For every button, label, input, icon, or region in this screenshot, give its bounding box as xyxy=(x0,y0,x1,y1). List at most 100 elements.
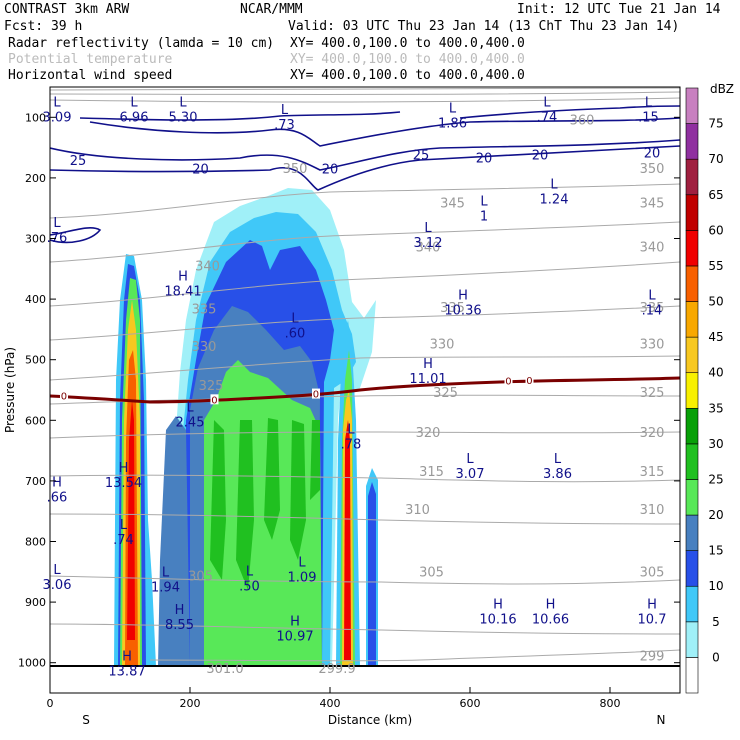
extremum-value: 3.06 xyxy=(43,578,72,593)
extremum-value: .73 xyxy=(274,118,295,133)
colorbar-swatch xyxy=(685,336,699,374)
refl-tower-east-55dbz xyxy=(344,420,351,660)
colorbar-level-label: 70 xyxy=(708,152,723,166)
theta-contour-label: 340 xyxy=(195,259,220,274)
refl-region-35dbz-b xyxy=(236,420,254,590)
extremum-marker: L xyxy=(480,194,488,209)
plot-frame xyxy=(49,86,681,694)
extremum-value: .60 xyxy=(285,326,306,341)
wind-contour-label: 20 xyxy=(476,152,493,167)
theta-contour-label: 325 xyxy=(640,386,665,401)
theta-contour-360 xyxy=(50,97,680,103)
theta-contour-label: 345 xyxy=(640,196,665,211)
theta-contour-350 xyxy=(50,183,680,219)
header-init: Init: 12 UTC Tue 21 Jan 14 xyxy=(517,2,721,17)
wind-speed-contours xyxy=(50,105,680,244)
theta-contour-label: 305 xyxy=(419,565,444,580)
x-axis-right-label: N xyxy=(657,713,666,727)
wind-contour-25 xyxy=(50,139,680,171)
y-tick-label: 600 xyxy=(25,414,46,427)
extremum-value: 1.94 xyxy=(151,580,180,595)
colorbar-swatch xyxy=(685,479,699,516)
colorbar-swatch xyxy=(685,372,699,409)
extremum-marker: L xyxy=(543,96,551,111)
colorbar-level-label: 25 xyxy=(708,472,723,486)
theta-contour-label: 345 xyxy=(440,196,465,211)
y-axis-label: Pressure (hPa) xyxy=(3,347,17,433)
wind-contour-20 xyxy=(50,145,680,191)
wind-contour-west-cutoff xyxy=(50,227,102,244)
colorbar: 0 5 10 15 20 25 30 35 40 45 50 55 60 65 70 75 xyxy=(685,87,724,694)
header-model: CONTRAST 3km ARW xyxy=(4,2,129,17)
theta-contour-label: 301.0 xyxy=(206,662,243,677)
extremum-value: 10.66 xyxy=(532,612,569,627)
theta-contour-301 xyxy=(50,623,680,635)
zero-isotherm-label-bg xyxy=(59,390,68,401)
extremum-value: 3.86 xyxy=(543,467,572,482)
y-tick-label: 500 xyxy=(25,354,46,367)
theta-contour-label: 305 xyxy=(188,570,213,585)
colorbar-swatch xyxy=(685,443,699,480)
theta-contour-335 xyxy=(50,305,680,341)
theta-contour-label: 340 xyxy=(416,241,441,256)
header-org: NCAR/MMM xyxy=(240,2,303,17)
extremum-marker: L xyxy=(130,96,138,111)
extremum-marker: L xyxy=(162,565,170,580)
extremum-value: .14 xyxy=(642,303,663,318)
colorbar-swatch xyxy=(685,621,699,658)
extremum-value: .74 xyxy=(537,111,558,126)
colorbar-level-label: 65 xyxy=(708,188,723,202)
colorbar-swatch xyxy=(685,407,699,445)
field-xy-theta: XY= 400.0,100.0 to 400.0,400.0 xyxy=(290,52,525,67)
extremum-marker: L xyxy=(281,103,289,118)
extremum-value: 1.86 xyxy=(438,117,467,132)
extremum-marker: L xyxy=(554,452,562,467)
theta-contour-label: 320 xyxy=(416,426,441,441)
extremum-value: .50 xyxy=(239,580,260,595)
zero-isotherm-line xyxy=(50,376,680,404)
extremum-marker: H xyxy=(119,461,129,476)
extremum-value: 5.30 xyxy=(169,111,198,126)
extremum-marker: H xyxy=(647,597,657,612)
extremum-marker: H xyxy=(122,650,132,665)
theta-contour-label: 335 xyxy=(440,301,465,316)
theta-contour-label: 299 xyxy=(640,650,665,665)
x-tick-label: 400 xyxy=(320,697,341,710)
extremum-value: 10.7 xyxy=(638,612,667,627)
colorbar-level-label: 10 xyxy=(708,579,723,593)
extremum-value: 3.07 xyxy=(456,467,485,482)
y-tick-label: 1000 xyxy=(18,657,46,670)
colorbar-level-label: 5 xyxy=(712,615,720,629)
theta-contour-320 xyxy=(50,431,680,439)
y-tick-label: 300 xyxy=(25,233,46,246)
colorbar-level-label: 60 xyxy=(708,223,723,237)
zero-isotherm-label: 0 xyxy=(526,376,532,387)
wind-contour-35 xyxy=(79,111,401,121)
extremum-value: .78 xyxy=(341,437,362,452)
theta-contour-label: 299.9 xyxy=(318,662,355,677)
extremum-marker: L xyxy=(53,563,61,578)
colorbar-swatch xyxy=(685,194,699,231)
colorbar-swatch xyxy=(685,87,699,124)
theta-contour-label: 315 xyxy=(419,465,444,480)
extremum-value: 1 xyxy=(480,209,488,224)
extremum-marker: H xyxy=(52,476,62,491)
refl-tower-west-55dbz xyxy=(127,400,135,640)
theta-contour-label: 360 xyxy=(570,113,595,128)
extremum-marker: L xyxy=(449,102,457,117)
colorbar-swatch xyxy=(685,301,699,338)
extremum-value: 10.16 xyxy=(479,612,516,627)
wind-contour-jet-core xyxy=(459,105,680,119)
wind-contour-label: 25 xyxy=(413,148,430,163)
extremum-value: 11.01 xyxy=(409,372,446,387)
theta-contour-315 xyxy=(50,474,680,483)
theta-contour-label: 325 xyxy=(199,379,224,394)
extremum-marker: H xyxy=(458,288,468,303)
x-tick-label: 200 xyxy=(180,697,201,710)
x-tick-label: 0 xyxy=(47,697,54,710)
x-axis-left-label: S xyxy=(82,713,90,727)
extremum-value: 1.09 xyxy=(288,571,317,586)
wind-contour-30 xyxy=(89,117,680,147)
y-tick-label: 900 xyxy=(25,596,46,609)
colorbar-swatch xyxy=(685,550,699,587)
